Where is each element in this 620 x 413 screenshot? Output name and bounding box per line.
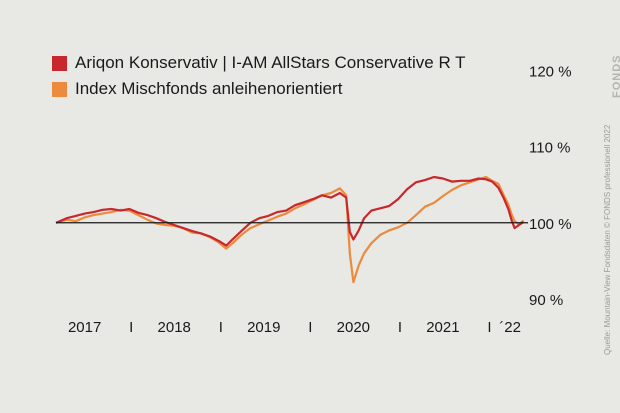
legend-swatch-index [52, 81, 67, 97]
x-tick-label-5: I [308, 319, 312, 336]
series-line-1 [55, 175, 525, 284]
x-tick-label-8: 2021 [426, 319, 459, 336]
legend-item-ariqon: Ariqon Konservativ | I-AM AllStars Conse… [52, 50, 466, 76]
y-tick-label-0: 120 % [529, 63, 572, 80]
legend-swatch-ariqon [52, 55, 67, 71]
series-line-0 [55, 175, 525, 247]
y-tick-label-3: 90 % [529, 292, 563, 309]
legend: Ariqon Konservativ | I-AM AllStars Conse… [52, 50, 466, 102]
y-tick-label-2: 100 % [529, 216, 572, 233]
legend-label-index: Index Mischfonds anleihenorientiert [75, 79, 343, 98]
fonds-logo: FONDS [611, 54, 620, 99]
x-tick-label-9: I [487, 319, 491, 336]
y-tick-label-1: 110 % [529, 140, 570, 157]
x-tick-label-10: ´22 [499, 319, 521, 336]
x-tick-label-1: I [129, 319, 133, 336]
x-tick-label-7: I [398, 319, 402, 336]
source-note: Quelle: Mountain-View Fondsdaten © FONDS… [603, 124, 612, 355]
x-tick-label-4: 2019 [247, 319, 280, 336]
x-tick-label-3: I [219, 319, 223, 336]
x-tick-label-0: 2017 [68, 319, 101, 336]
x-tick-label-6: 2020 [337, 319, 370, 336]
legend-label-ariqon: Ariqon Konservativ | I-AM AllStars Conse… [75, 53, 466, 72]
legend-item-index: Index Mischfonds anleihenorientiert [52, 76, 466, 102]
x-tick-label-2: 2018 [158, 319, 191, 336]
